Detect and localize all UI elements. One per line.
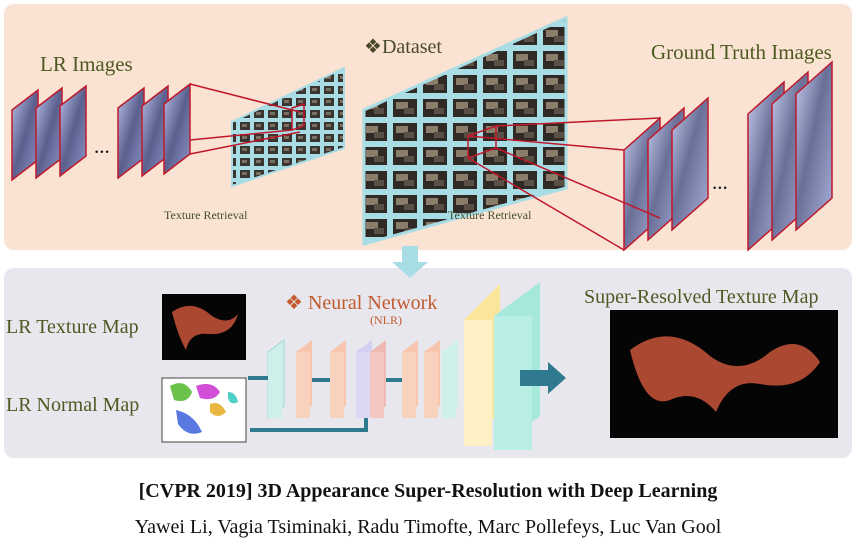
neural-network-label: Neural Network [307,292,438,314]
neural-network-subtitle: (NLR) [370,313,402,327]
texture-retrieval-left: Texture Retrieval [164,208,248,222]
dataset-label: Dataset [381,36,442,58]
lr-ellipsis: ... [94,134,110,158]
paper-title: [CVPR 2019] 3D Appearance Super-Resoluti… [138,480,718,502]
lr-images-label: LR Images [40,52,133,76]
sr-blob [630,336,820,412]
lr-normal-map-label: LR Normal Map [6,394,140,416]
texture-retrieval-right: Texture Retrieval [448,208,532,222]
inner-ellipsis: ... [314,370,323,384]
down-arrow [392,246,428,278]
super-resolved-label: Super-Resolved Texture Map [584,286,819,308]
gt-ellipsis: ... [712,170,728,194]
network-blocks [267,282,540,450]
network-connectors [248,376,402,432]
neural-network-bullet-icon: ❖ [285,292,303,314]
output-arrow [520,362,566,394]
lr-texture-blob [172,305,238,350]
gt-image-stack-1 [623,96,709,252]
retrieval-lines-left [189,83,305,155]
dataset-bullet-icon: ❖ [364,36,382,58]
neural-network-title: ❖ Neural Network [285,290,437,315]
lr-normal-blobs [170,383,238,434]
dataset-grid [362,15,568,246]
paper-authors: Yawei Li, Vagia Tsiminaki, Radu Timofte,… [134,516,722,538]
ground-truth-label: Ground Truth Images [651,40,832,64]
dataset-title: ❖Dataset [364,34,442,59]
retrieval-lines-right [467,117,661,251]
lr-image-stack-1 [11,84,87,182]
gt-image-stack-2 [747,60,833,252]
small-texture-grid [231,66,345,188]
lr-texture-map-label: LR Texture Map [6,316,139,338]
lr-image-stack-2 [117,82,191,180]
